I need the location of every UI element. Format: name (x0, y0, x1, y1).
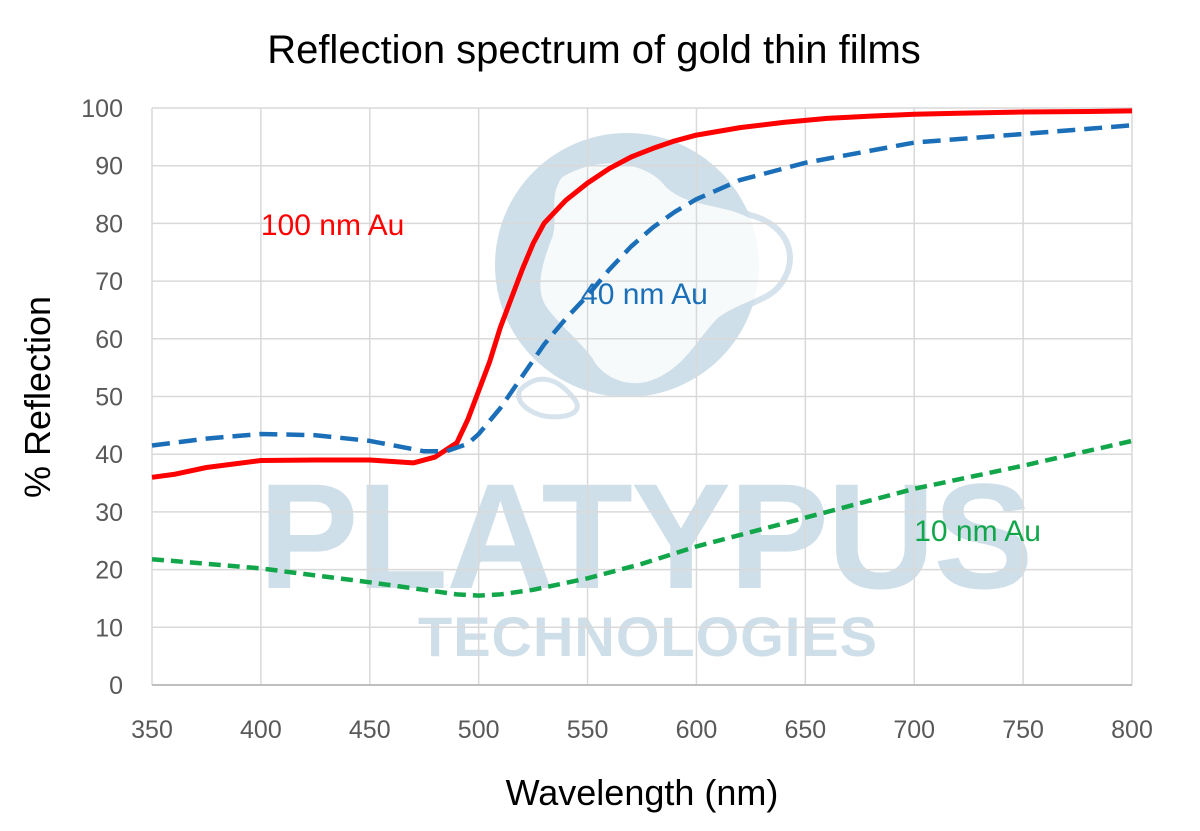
series-labels: 100 nm Au 40 nm Au 10 nm Au (261, 209, 1041, 548)
y-tick-label: 30 (95, 499, 123, 527)
y-tick-label: 60 (95, 326, 123, 354)
y-tick-label: 80 (95, 210, 123, 238)
x-tick-label: 700 (893, 716, 935, 744)
y-tick-label: 40 (95, 441, 123, 469)
x-tick-labels: 350 400 450 500 550 600 650 700 750 800 (131, 716, 1153, 744)
y-tick-label: 50 (95, 384, 123, 412)
series-label-100-nm-au: 100 nm Au (261, 209, 404, 242)
y-tick-label: 90 (95, 153, 123, 181)
y-tick-label: 0 (109, 672, 123, 700)
series-label-40-nm-au: 40 nm Au (581, 278, 708, 311)
x-tick-label: 650 (784, 716, 826, 744)
x-tick-label: 400 (240, 716, 282, 744)
y-tick-labels: 0 10 20 30 40 50 60 70 80 90 100 (81, 95, 123, 700)
series-line-100-nm-au (151, 108, 1133, 480)
y-tick-label: 20 (95, 557, 123, 585)
x-tick-label: 450 (349, 716, 391, 744)
y-tick-label: 100 (81, 95, 123, 123)
watermark-subtitle: TECHNOLOGIES (418, 605, 878, 668)
watermark-brand: PLATYPUS (259, 452, 1032, 620)
y-axis-title: % Reflection (17, 296, 58, 498)
chart-title: Reflection spectrum of gold thin films (267, 28, 921, 72)
x-tick-label: 550 (567, 716, 609, 744)
x-tick-label: 350 (131, 716, 173, 744)
series-line-40-nm-au (151, 123, 1133, 454)
x-tick-label: 750 (1002, 716, 1044, 744)
series-lines (151, 108, 1133, 598)
x-axis-title: Wavelength (nm) (506, 772, 779, 813)
y-tick-label: 70 (95, 268, 123, 296)
x-tick-label: 800 (1111, 716, 1153, 744)
series-line-10-nm-au (151, 438, 1133, 598)
watermark-island (516, 376, 580, 420)
x-tick-label: 500 (458, 716, 500, 744)
x-tick-label: 600 (676, 716, 718, 744)
series-label-10-nm-au: 10 nm Au (914, 515, 1041, 548)
y-tick-label: 10 (95, 614, 123, 642)
